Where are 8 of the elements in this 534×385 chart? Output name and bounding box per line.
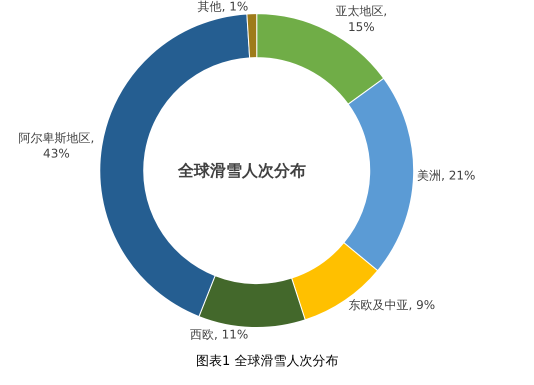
slice-label: 东欧及中亚, 9% bbox=[348, 298, 436, 312]
text: 图表1 全球滑雪人次分布 bbox=[196, 354, 338, 369]
slice-label: 其他, 1% bbox=[198, 0, 248, 14]
text: 全球滑雪人次分布 bbox=[177, 161, 306, 180]
slice-label: 美洲, 21% bbox=[417, 168, 476, 183]
slice-label: 阿尔卑斯地区, 43% bbox=[18, 130, 94, 160]
slice-label: 西欧, 11% bbox=[190, 327, 248, 342]
slice-label: 亚太地区, 15% bbox=[335, 4, 388, 34]
